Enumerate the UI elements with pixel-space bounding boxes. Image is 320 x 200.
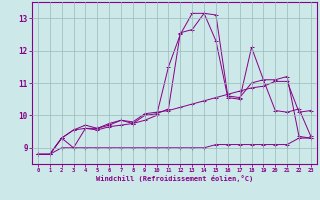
X-axis label: Windchill (Refroidissement éolien,°C): Windchill (Refroidissement éolien,°C) <box>96 175 253 182</box>
